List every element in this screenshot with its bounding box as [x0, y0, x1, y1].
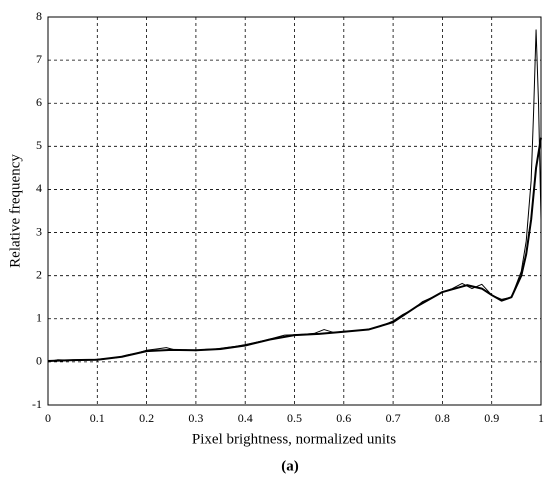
- x-tick-label: 1: [538, 411, 544, 425]
- x-tick-label: 0.7: [386, 411, 401, 425]
- y-axis-label: Relative frequency: [7, 154, 23, 268]
- x-tick-label: 0.1: [90, 411, 105, 425]
- x-tick-label: 0: [45, 411, 51, 425]
- y-tick-label: 0: [36, 354, 42, 368]
- x-tick-label: 0.9: [484, 411, 499, 425]
- y-tick-label: 5: [36, 138, 42, 152]
- y-tick-label: 7: [36, 52, 42, 66]
- y-tick-label: 2: [36, 267, 42, 281]
- y-tick-label: 4: [36, 181, 42, 195]
- caption: (a): [281, 458, 299, 474]
- y-tick-label: 1: [36, 311, 42, 325]
- y-tick-label: 3: [36, 224, 42, 238]
- y-tick-label: -1: [32, 397, 42, 411]
- x-tick-label: 0.2: [139, 411, 154, 425]
- data-line: [47, 137, 542, 363]
- x-tick-label: 0.5: [287, 411, 302, 425]
- x-tick-label: 0.6: [336, 411, 351, 425]
- y-tick-label: 6: [36, 95, 42, 109]
- x-tick-label: 0.8: [435, 411, 450, 425]
- x-tick-label: 0.3: [188, 411, 203, 425]
- y-tick-label: 8: [36, 9, 42, 23]
- x-axis-label: Pixel brightness, normalized units: [192, 431, 396, 447]
- x-tick-label: 0.4: [238, 411, 253, 425]
